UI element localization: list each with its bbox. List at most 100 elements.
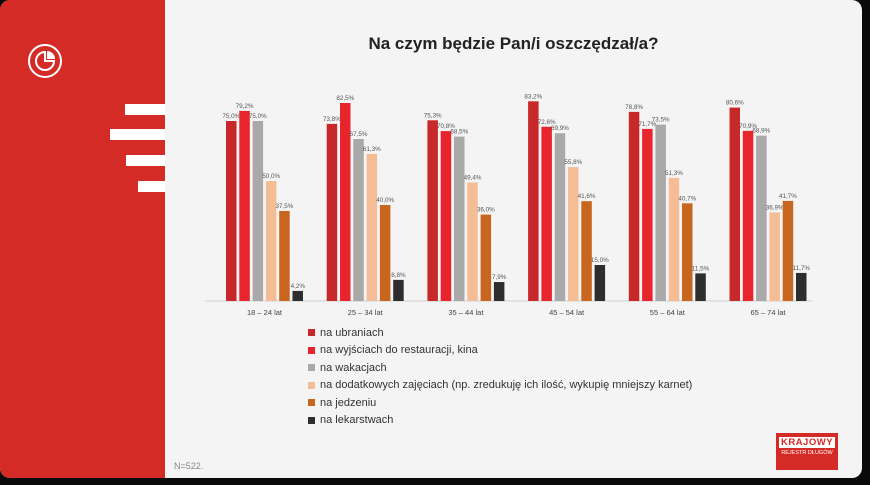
brand-line2: REJESTR DŁUGÓW xyxy=(781,450,833,456)
data-label: 36,0% xyxy=(477,207,495,214)
legend-label: na wyjściach do restauracji, kina xyxy=(320,344,478,357)
bar xyxy=(568,167,579,301)
bar xyxy=(796,272,807,301)
data-label: 8,8% xyxy=(391,272,406,279)
chart-title: Na czym będzie Pan/i oszczędzał/a? xyxy=(368,34,659,53)
data-label: 68,5% xyxy=(450,129,468,136)
bar xyxy=(340,103,351,301)
bar xyxy=(594,265,606,301)
data-label: 37,5% xyxy=(276,203,294,210)
bar xyxy=(226,121,237,301)
white-stripe xyxy=(126,155,165,166)
bar xyxy=(393,279,404,301)
bar-chart: 75,0% 79,2% 75,0% 50,0% 37,5% 4,2% 18 – 24 lat… xyxy=(205,93,812,317)
bar xyxy=(265,181,277,301)
bar xyxy=(353,139,364,301)
legend-swatch xyxy=(308,416,315,424)
category-tick-label: 18 – 24 lat xyxy=(247,308,283,317)
data-label: 73,5% xyxy=(652,117,670,124)
brand-line1: KRAJOWY xyxy=(779,437,835,448)
bar xyxy=(366,153,378,301)
data-label: 15,0% xyxy=(591,257,609,264)
legend-swatch xyxy=(308,399,315,407)
legend-swatch xyxy=(308,346,315,354)
legend: na ubraniach na wyjściach do restauracji… xyxy=(308,324,692,429)
white-stripe xyxy=(125,104,165,115)
legend-item: na wyjściach do restauracji, kina xyxy=(308,342,692,360)
slide: Na czym będzie Pan/i oszczędzał/a? 75,0%… xyxy=(0,0,862,478)
data-label: 72,6% xyxy=(538,119,556,126)
legend-item: na lekarstwach xyxy=(308,412,692,430)
data-label: 70,8% xyxy=(437,123,455,130)
data-label: 41,7% xyxy=(779,193,797,200)
bar xyxy=(279,211,290,301)
legend-label: na jedzeniu xyxy=(320,396,377,409)
bar xyxy=(695,273,706,301)
bar xyxy=(655,124,666,301)
red-side-band xyxy=(0,0,165,478)
legend-label: na lekarstwach xyxy=(320,414,394,427)
data-label: 79,2% xyxy=(236,103,254,110)
legend-swatch xyxy=(308,329,315,337)
data-label: 80,6% xyxy=(726,100,744,107)
bar xyxy=(782,200,794,301)
category-tick-label: 25 – 34 lat xyxy=(348,308,384,317)
bar xyxy=(467,182,478,301)
legend-item: na jedzeniu xyxy=(308,394,692,412)
data-label: 50,0% xyxy=(262,173,280,180)
bar xyxy=(239,110,250,301)
data-label: 78,8% xyxy=(625,104,643,111)
white-stripe xyxy=(138,181,165,192)
data-label: 49,4% xyxy=(464,174,482,181)
data-label: 83,2% xyxy=(524,93,542,100)
data-label: 71,7% xyxy=(638,121,656,128)
legend-item: na ubraniach xyxy=(308,324,692,342)
white-stripe xyxy=(110,129,165,140)
bar xyxy=(379,205,391,301)
bar xyxy=(493,282,505,301)
legend-label: na ubraniach xyxy=(320,326,384,339)
data-label: 67,5% xyxy=(350,131,368,138)
bar xyxy=(454,136,465,301)
legend-item: na wakacjach xyxy=(308,359,692,377)
bar xyxy=(729,107,740,301)
data-label: 68,9% xyxy=(752,128,770,135)
legend-label: na wakacjach xyxy=(320,361,387,374)
category-tick-label: 35 – 44 lat xyxy=(448,308,484,317)
bar xyxy=(528,101,539,301)
bar xyxy=(628,111,640,301)
data-label: 82,5% xyxy=(336,95,354,102)
data-label: 55,8% xyxy=(564,159,582,166)
bar xyxy=(581,201,592,301)
category-tick-label: 45 – 54 lat xyxy=(549,308,585,317)
data-label: 11,5% xyxy=(692,265,710,272)
bar xyxy=(742,130,754,301)
bar xyxy=(769,212,780,301)
category-tick-label: 55 – 64 lat xyxy=(650,308,686,317)
bar xyxy=(252,121,264,301)
category-tick-label: 65 – 74 lat xyxy=(750,308,786,317)
data-label: 75,0% xyxy=(222,113,240,120)
bar xyxy=(427,120,438,301)
data-label: 75,3% xyxy=(424,112,442,119)
bar xyxy=(642,128,653,301)
data-label: 4,2% xyxy=(291,283,306,290)
data-label: 36,9% xyxy=(766,204,784,211)
bar xyxy=(440,131,452,301)
data-label: 69,9% xyxy=(551,125,569,132)
pie-chart-logo-icon xyxy=(28,44,62,78)
data-label: 41,6% xyxy=(578,193,596,200)
data-label: 75,0% xyxy=(249,113,267,120)
bar xyxy=(541,126,552,301)
bar xyxy=(682,203,693,301)
bar xyxy=(668,177,680,301)
legend-item: na dodatkowych zajęciach (np. zredukuję … xyxy=(308,377,692,395)
data-label: 40,7% xyxy=(678,195,696,202)
bar xyxy=(480,214,492,301)
bar xyxy=(756,135,767,301)
data-label: 51,3% xyxy=(665,170,683,177)
bar xyxy=(326,123,338,301)
sample-size-label: N=522. xyxy=(174,461,204,471)
bar xyxy=(554,133,566,301)
